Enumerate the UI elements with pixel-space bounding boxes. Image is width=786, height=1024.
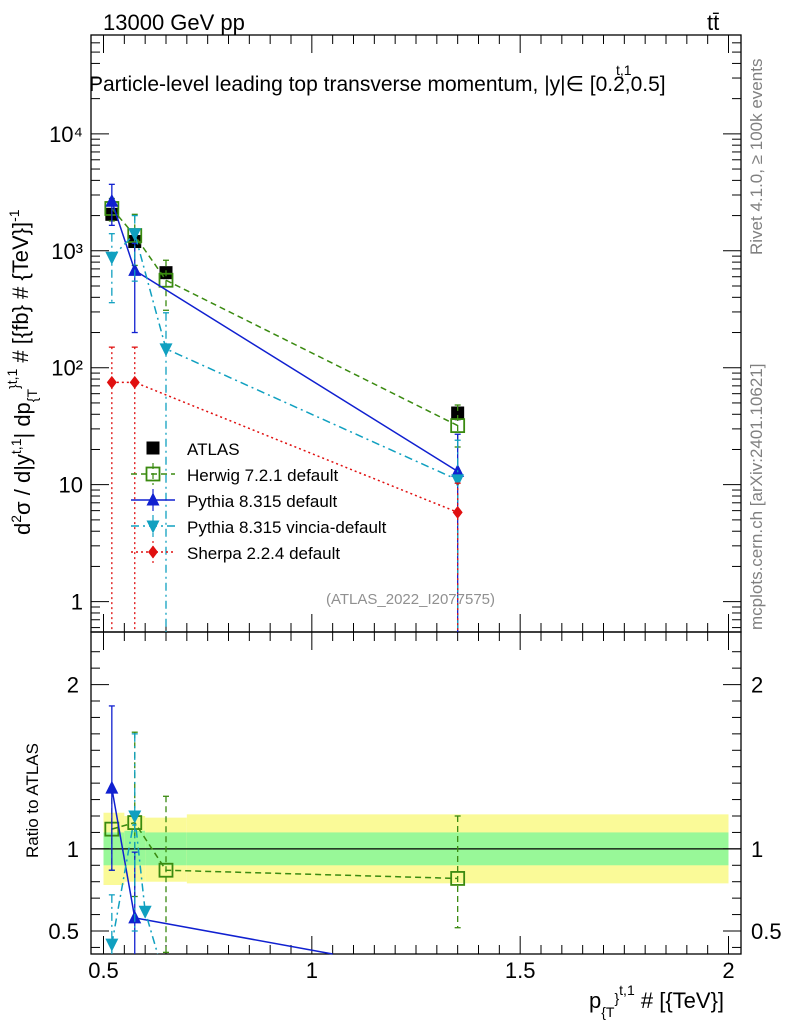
ratio-ytick-label: 1 [67,837,79,862]
mcplots-label: mcplots.cern.ch [arXiv:2401.10621] [747,364,766,630]
x-tick-label: 1.5 [505,958,536,983]
ratio-frame [90,631,742,955]
series-vincia [105,733,159,955]
ratio-ytick-label-right: 2 [751,673,763,698]
ratio-ytick-label-right: 0.5 [751,919,782,944]
ratio-band-layer [91,812,741,885]
process-label: tt̄ [707,10,719,35]
x-tick-label: 1 [306,958,318,983]
tick-layer: 1 10 10² 10³ 10⁴ 0.5 1 1.5 2 0.5 0.5 1 1 2 2 [48,34,782,983]
rivet-label: Rivet 4.1.0, ≥ 100k events [747,59,766,255]
legend-entry-sherpa: Sherpa 2.2.4 default [131,541,340,563]
plot-title: Particle-level leading top transverse mo… [89,73,666,96]
ratio-ytick-label: 0.5 [48,919,79,944]
data-point-sherpa [106,375,117,389]
data-point-herwig [450,418,466,434]
energy-label: 13000 GeV pp [103,10,245,35]
legend-entry-pythia: Pythia 8.315 default [131,489,338,511]
x-tick-label: 2 [722,958,734,983]
legend-entry-atlas: ATLAS [146,440,240,459]
series-line-pythia [111,201,459,472]
legend-entry-herwig: Herwig 7.2.1 default [131,463,338,485]
data-point-vincia [159,343,173,357]
main-ytick-label: 1 [71,590,83,615]
data-point-pythia [105,193,119,207]
data-point-pythia [105,780,119,794]
legend-label-vincia: Pythia 8.315 vincia-default [187,518,387,537]
data-point-sherpa [452,505,463,519]
svg-text:d2σ / d|yt,1| dp{T}t,1 # [{fb}: d2σ / d|yt,1| dp{T}t,1 # [{fb} # {TeV}]-… [4,209,40,535]
series-sherpa [106,346,463,632]
data-point-vincia [138,905,152,919]
main-frame [90,34,742,633]
main-ytick-label: 10³ [51,239,83,264]
data-point-vincia [451,474,465,488]
series-line-vincia [111,232,458,481]
legend-label-sherpa: Sherpa 2.2.4 default [187,544,340,563]
series-line-herwig [111,821,458,880]
data-point-sherpa [129,375,140,389]
series-atlas [105,207,465,421]
data-point-vincia [128,228,142,242]
legend-marker-herwig [145,466,161,482]
data-point-herwig [450,871,466,886]
data-point-vincia [105,938,119,952]
legend-label-atlas: ATLAS [187,440,240,459]
legend: ATLAS Herwig 7.2.1 default Pythia 8.315 de… [131,440,387,563]
legend-marker-vincia [146,520,160,534]
legend-label-pythia: Pythia 8.315 default [187,492,338,511]
main-y-axis-label: d2σ / d|yt,1| dp{T}t,1 # [{fb} # {TeV}]-… [4,209,40,535]
series-vincia [105,214,465,632]
data-point-herwig [158,862,174,878]
main-ytick-label: 10⁴ [49,122,83,147]
series-pythia [105,183,465,632]
legend-entry-vincia: Pythia 8.315 vincia-default [131,515,387,537]
main-ytick-label: 10² [51,356,83,381]
data-point-atlas [451,406,465,420]
data-point-herwig [158,272,174,288]
legend-marker-pythia [146,492,160,506]
series-herwig [104,197,466,448]
x-axis-label: p{T}t,1 # [{TeV}] [589,982,724,1020]
plot-title-superscript: t,1 [616,62,632,78]
analysis-id: (ATLAS_2022_I2077575) [326,591,495,608]
x-tick-label: 0.5 [88,958,119,983]
ratio-ytick-label: 2 [67,673,79,698]
data-point-pythia [128,262,142,276]
ratio-series-layer [104,705,466,955]
main-series-layer [104,183,466,632]
series-line-herwig [111,207,459,427]
main-ytick-label: 10 [59,473,83,498]
data-point-vincia [128,810,142,824]
data-point-vincia [105,251,119,265]
legend-label-herwig: Herwig 7.2.1 default [187,466,338,485]
legend-marker-atlas [146,441,160,455]
ratio-ytick-label-right: 1 [751,837,763,862]
ratio-y-axis-label: Ratio to ATLAS [23,743,42,858]
legend-marker-sherpa [148,545,158,559]
